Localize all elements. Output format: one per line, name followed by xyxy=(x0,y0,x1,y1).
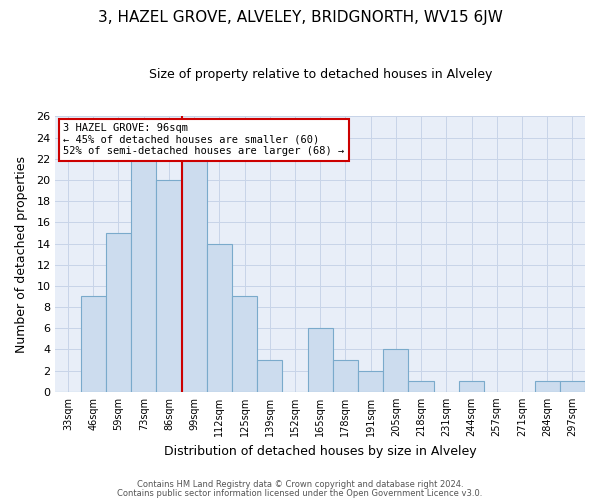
Text: 3, HAZEL GROVE, ALVELEY, BRIDGNORTH, WV15 6JW: 3, HAZEL GROVE, ALVELEY, BRIDGNORTH, WV1… xyxy=(98,10,502,25)
Bar xyxy=(560,381,585,392)
Text: Contains HM Land Registry data © Crown copyright and database right 2024.: Contains HM Land Registry data © Crown c… xyxy=(137,480,463,489)
Bar xyxy=(535,381,560,392)
Bar xyxy=(409,381,434,392)
Bar xyxy=(358,370,383,392)
Bar xyxy=(333,360,358,392)
Bar xyxy=(182,159,207,392)
Bar xyxy=(80,296,106,392)
Bar xyxy=(131,159,157,392)
X-axis label: Distribution of detached houses by size in Alveley: Distribution of detached houses by size … xyxy=(164,444,476,458)
Bar xyxy=(207,244,232,392)
Text: Contains public sector information licensed under the Open Government Licence v3: Contains public sector information licen… xyxy=(118,489,482,498)
Bar xyxy=(232,296,257,392)
Bar xyxy=(257,360,283,392)
Text: 3 HAZEL GROVE: 96sqm
← 45% of detached houses are smaller (60)
52% of semi-detac: 3 HAZEL GROVE: 96sqm ← 45% of detached h… xyxy=(64,124,344,156)
Bar xyxy=(459,381,484,392)
Y-axis label: Number of detached properties: Number of detached properties xyxy=(15,156,28,352)
Bar xyxy=(106,233,131,392)
Bar xyxy=(308,328,333,392)
Title: Size of property relative to detached houses in Alveley: Size of property relative to detached ho… xyxy=(149,68,492,80)
Bar xyxy=(157,180,182,392)
Bar xyxy=(383,350,409,392)
